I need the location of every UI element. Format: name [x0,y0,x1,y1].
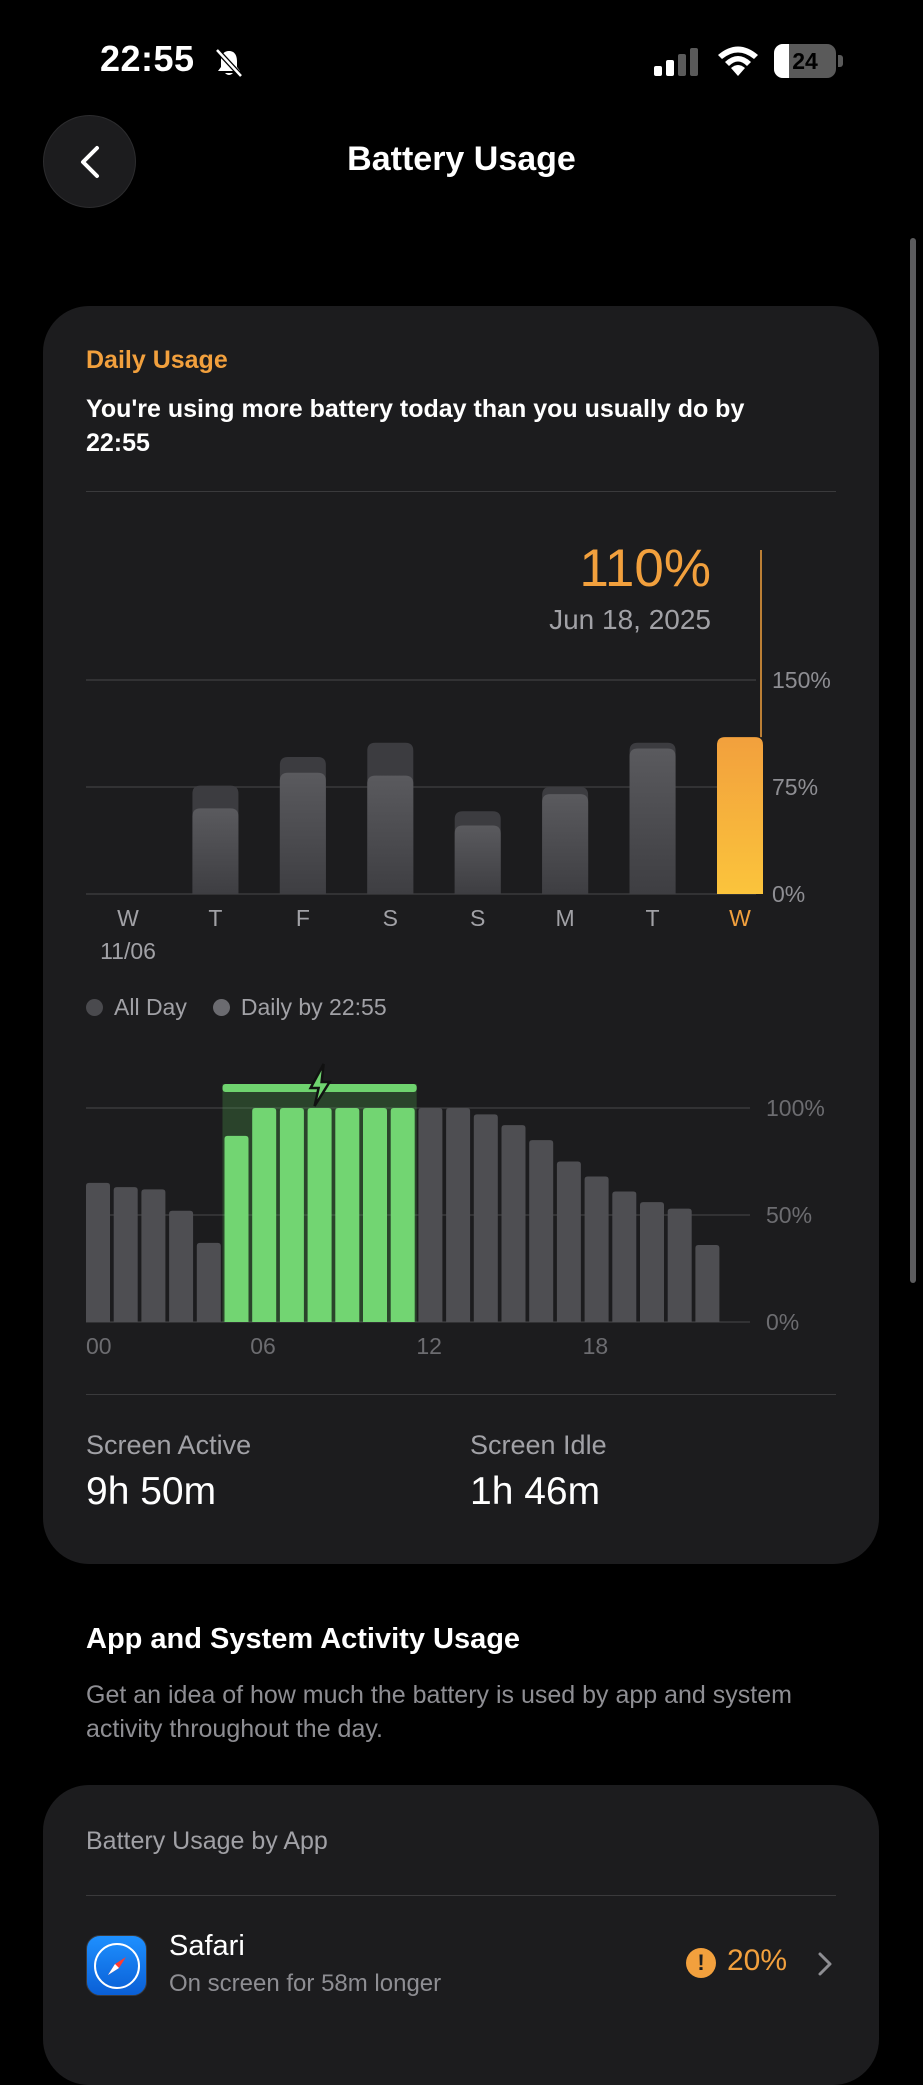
x-tick-label: S [470,905,485,931]
day-bar-daily-by[interactable] [542,794,589,894]
chevron-left-icon [80,145,99,178]
day-bar-daily-by[interactable] [192,808,239,894]
x-tick-label: F [296,905,310,931]
hour-bar[interactable] [529,1140,554,1322]
divider [86,491,836,492]
status-time: 22:55 [100,38,195,79]
hour-bar[interactable] [446,1108,471,1322]
x-tick-label: W [117,905,139,931]
day-bar-daily-by[interactable] [367,775,414,894]
x-tick-label: S [383,905,398,931]
x-tick-label: 06 [250,1333,276,1359]
hour-bar[interactable] [640,1202,664,1322]
x-tick-label: T [208,905,222,931]
app-name: Safari [169,1930,245,1962]
y-tick-label: 75% [772,774,818,800]
hour-bar[interactable] [501,1125,526,1322]
battery-by-app-label: Battery Usage by App [86,1827,328,1855]
hour-bar[interactable] [113,1187,138,1322]
hour-bar[interactable] [141,1189,166,1322]
hour-bar-charging[interactable] [224,1135,249,1322]
legend-all-day-label: All Day [114,994,187,1020]
hour-bar[interactable] [584,1176,609,1322]
x-tick-label: 00 [86,1333,112,1359]
x-tick-label: W [729,905,751,931]
legend-daily-by: Daily by 22:55 [212,994,387,1021]
legend-dot [86,999,103,1016]
bell-slash-icon [215,48,243,78]
daily-usage-card [43,306,879,1564]
x-tick-label: 12 [416,1333,442,1359]
daily-usage-label: Daily Usage [86,346,228,374]
screen-active-value: 9h 50m [86,1470,217,1513]
x-tick-label: T [646,905,660,931]
chart-legend: All Day Daily by 22:55 [86,994,413,1021]
y-tick-label: 150% [772,667,831,693]
hour-bar[interactable] [473,1114,498,1322]
hour-bar[interactable] [169,1210,194,1322]
hour-bar[interactable] [556,1161,581,1323]
wifi-icon [718,46,758,76]
chevron-right-icon [818,1952,832,1976]
legend-all-day: All Day [86,994,187,1021]
divider [86,1895,836,1896]
hour-bar[interactable] [418,1108,443,1322]
hour-bar[interactable] [667,1208,692,1322]
cellular-signal-icon [654,48,698,76]
y-tick-label: 100% [766,1095,825,1121]
hour-bar-charging[interactable] [279,1108,304,1322]
hour-bar[interactable] [196,1242,221,1322]
hourly-battery-chart[interactable]: 0% 50% 100% 00 06 12 18 [0,1050,923,1370]
battery-level: 24 [792,48,818,74]
hour-bar-charging[interactable] [252,1108,277,1322]
day-bar-daily-by[interactable] [279,772,326,894]
hour-bar[interactable] [86,1182,110,1322]
app-activity-title: App and System Activity Usage [86,1623,521,1655]
hour-bar[interactable] [695,1244,720,1322]
y-tick-label: 0% [766,1309,799,1335]
day-bar-selected[interactable] [717,737,763,894]
selected-day-value: 110% [579,539,711,598]
scrollbar[interactable] [910,238,916,1283]
x-tick-label: 18 [583,1333,609,1359]
hour-bar-charging[interactable] [307,1108,332,1322]
legend-daily-by-label: Daily by 22:55 [240,994,387,1020]
app-percent: 20% [727,1944,788,1977]
hour-bar-charging[interactable] [363,1108,387,1322]
back-button[interactable] [43,115,136,208]
hour-bar-charging[interactable] [335,1108,360,1322]
y-tick-label: 0% [772,881,805,907]
exclamation-circle-icon: ! [686,1948,716,1978]
app-subtitle: On screen for 58m longer [169,1970,442,1997]
selected-day-date: Jun 18, 2025 [549,604,711,635]
day-bar-daily-by[interactable] [454,825,501,894]
hour-bar[interactable] [612,1191,637,1322]
screen-idle-value: 1h 46m [470,1470,601,1513]
battery-fill [774,44,789,78]
app-activity-description: Get an idea of how much the battery is u… [86,1681,792,1743]
day-bar-daily-by[interactable] [629,748,676,894]
page-title: Battery Usage [347,140,576,178]
daily-usage-chart[interactable]: 0% 75% 150% W 11/06 T F S S M T W [0,540,923,980]
daily-usage-description: You're using more battery today than you… [86,395,745,457]
battery-icon: 24 [774,44,844,78]
x-tick-sublabel: 11/06 [100,938,156,964]
hour-bar-charging[interactable] [390,1108,415,1322]
safari-compass-icon [86,1935,147,1996]
screen-active-label: Screen Active [86,1430,252,1460]
lightning-bolt-icon [308,1063,332,1107]
divider [86,1394,836,1395]
legend-dot [212,999,230,1016]
x-tick-label: M [556,905,575,931]
screen-idle-label: Screen Idle [470,1430,607,1460]
y-tick-label: 50% [766,1202,812,1228]
